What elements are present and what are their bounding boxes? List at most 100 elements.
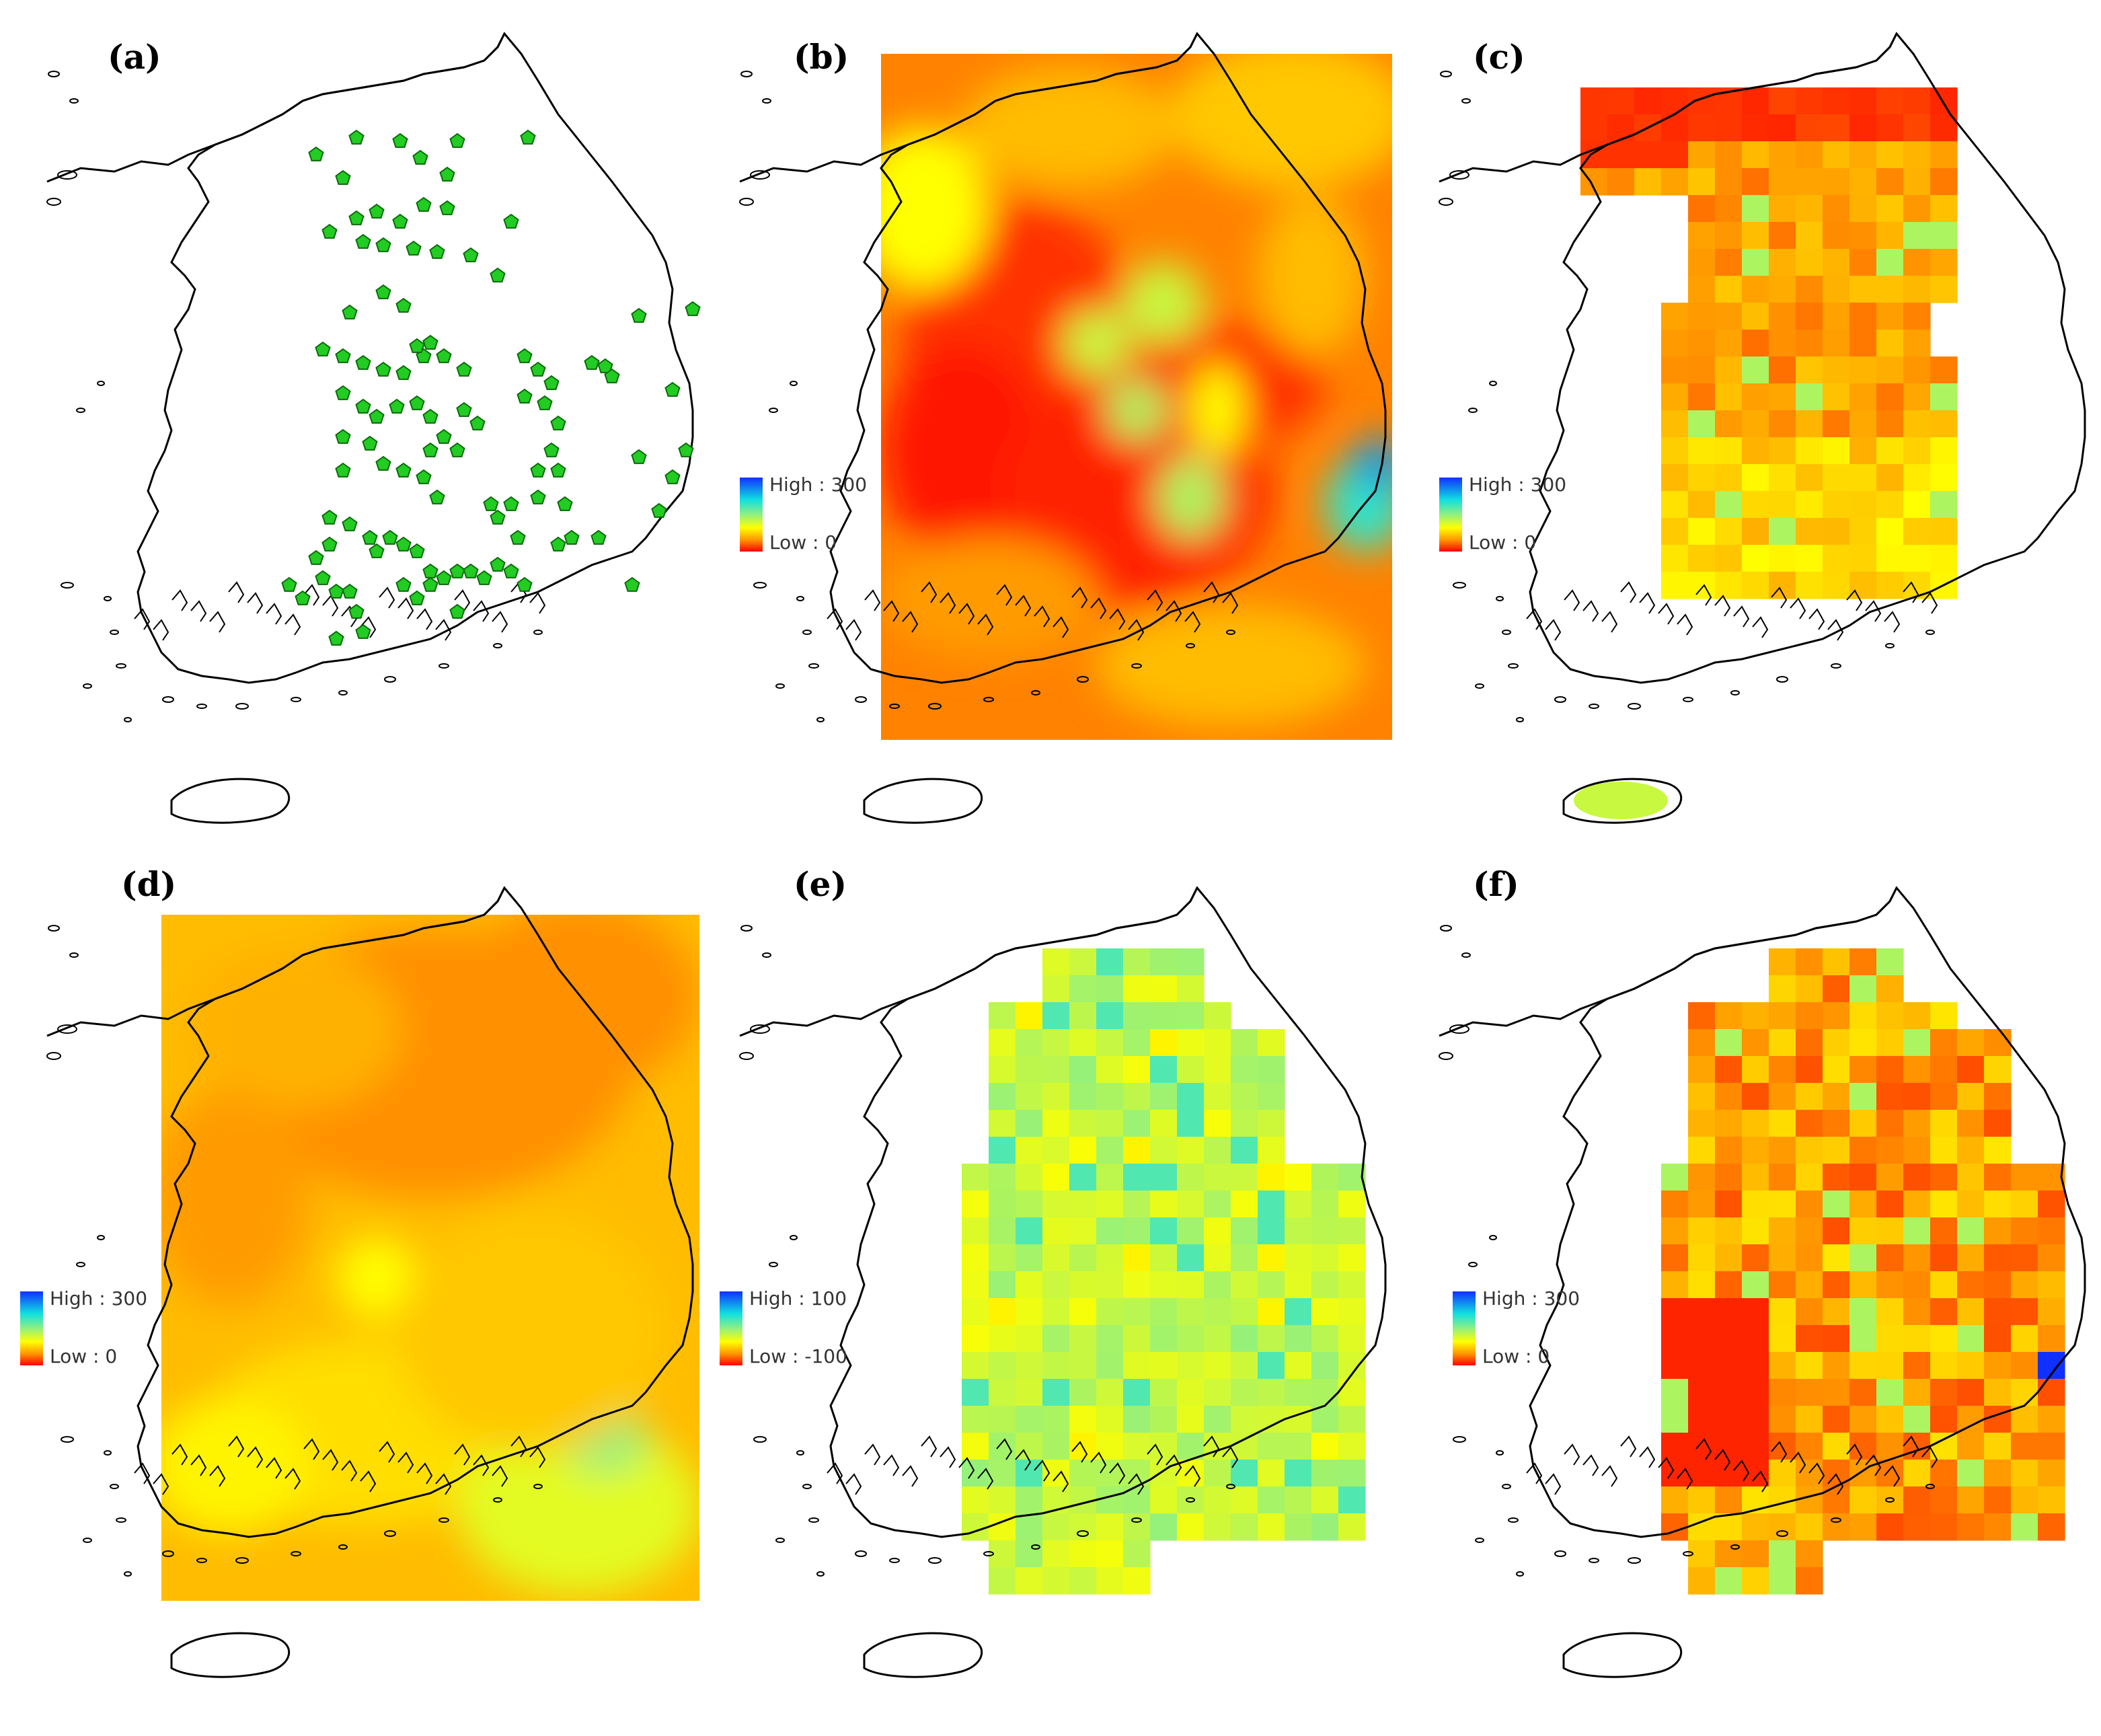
grid-cell [1715,1191,1743,1218]
small-island [338,1544,348,1550]
map-c-svg [1439,32,2086,824]
grid-cell [1715,1110,1743,1137]
small-island [1031,690,1040,695]
grid-cell [2011,1379,2038,1406]
grid-cell [1042,1029,1070,1057]
grid-cell [1258,1433,1285,1460]
station-marker [490,509,506,525]
grid-cell [1069,1540,1097,1568]
grid-cell [1204,1191,1231,1218]
grid-cell [1016,1513,1043,1541]
grid-cell [1903,168,1931,196]
grid-cell [1123,1352,1151,1380]
grid-cell [1903,1513,1931,1541]
legend-high-label: High : 300 [1482,1287,1580,1310]
grid-cell [1069,1406,1097,1433]
grid-cell [1876,1056,1904,1084]
grid-cell [989,1137,1016,1164]
grid-cell [1930,168,1958,196]
grid-cell [1769,1540,1796,1568]
grid-cell [1984,1271,2012,1299]
grid-cell [1742,1298,1769,1326]
grid-cell [1823,975,1850,1003]
small-island [1554,1550,1566,1557]
grid-cell [1876,464,1904,492]
grid-cell [1715,437,1743,465]
small-island [775,683,785,689]
grid-cell [1769,410,1796,438]
small-island [438,663,449,669]
grid-cell [1096,975,1124,1003]
small-island [1449,170,1469,180]
grid-cell [1042,975,1070,1003]
grid-cell [1903,303,1931,330]
grid-cell [962,1217,989,1245]
grid-cell [1096,1217,1124,1245]
grid-cell [1849,141,1877,169]
grid-cell [1823,276,1850,303]
grid-cell [1204,1137,1231,1164]
grid-cell [1769,437,1796,465]
grid-cell [1661,1217,1689,1245]
station-marker [422,442,438,457]
grid-cell [1823,464,1850,492]
station-marker [685,301,701,316]
grid-cell [1876,114,1904,142]
grid-cell [1849,330,1877,357]
grid-cell [1042,1271,1070,1299]
grid-cell [1231,1513,1258,1541]
grid-cells [962,948,1366,1595]
grid-cell [1231,1298,1258,1326]
station-marker [517,576,533,592]
station-marker [463,563,479,578]
grid-cell [1823,141,1850,169]
grid-cell [1123,1567,1151,1595]
grid-cell [1742,518,1769,545]
station-marker [362,529,378,545]
grid-cell [1769,1460,1796,1487]
grid-cell [1742,1513,1769,1541]
grid-cell [1796,356,1823,384]
grid-cell [989,1244,1016,1272]
grid-cell [1069,1271,1097,1299]
grid-cell [1042,1540,1070,1568]
small-island [1453,1436,1466,1443]
station-marker [342,304,358,319]
grid-cell [1796,1244,1823,1272]
grid-cell [1930,518,1958,545]
grid-cell [1688,1137,1716,1164]
grid-cell [1177,1164,1205,1191]
grid-cell [1096,1540,1124,1568]
small-island [740,71,753,77]
grid-cell [1285,1298,1312,1326]
grid-cell [1796,1164,1823,1191]
grid-cell [1715,1567,1743,1595]
legend-c: High : 300 Low : 0 [1439,474,1614,558]
grid-cell [1903,1352,1931,1380]
grid-cell [2038,1433,2065,1460]
jeju-island [863,1632,983,1678]
grid-cell [2011,1244,2038,1272]
grid-cell [1661,1352,1689,1380]
grid-cell [1903,87,1931,115]
small-island [1439,198,1453,206]
grid-cell [1231,1486,1258,1514]
grid-cell [1769,114,1796,142]
grid-cell [989,1325,1016,1353]
station-marker [429,243,445,259]
grid-cell [1258,1110,1285,1137]
grid-cell [2011,1325,2038,1353]
grid-cells [1580,87,1958,599]
grid-cell [1688,383,1716,411]
grid-cell [1849,1002,1877,1030]
grid-cell [1123,1460,1151,1487]
grid-cell [1661,1244,1689,1272]
surface-blob [161,1399,309,1534]
grid-cell [1150,1298,1178,1326]
grid-cell [1742,1217,1769,1245]
grid-cell [1823,1433,1850,1460]
grid-cell [1849,1110,1877,1137]
station-marker [369,203,385,219]
map-e-svg [739,886,1387,1678]
station-marker [416,469,432,484]
